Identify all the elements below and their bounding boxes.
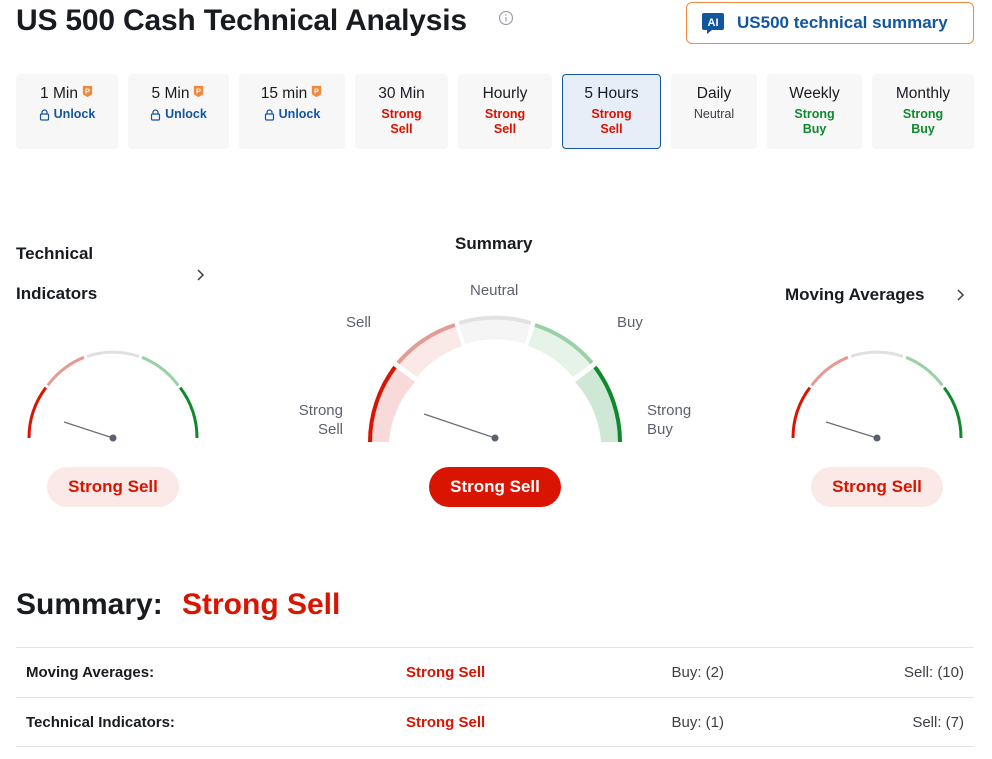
ai-button-label: US500 technical summary [737, 13, 948, 32]
tab-label: 1 Min [40, 85, 78, 102]
tab-monthly[interactable]: Monthly Strong Buy [872, 74, 974, 149]
moving-averages-gauge [791, 350, 963, 442]
tab-weekly[interactable]: Weekly Strong Buy [767, 74, 862, 149]
tab-label: 5 Hours [584, 85, 639, 102]
tab-signal: Strong Sell [381, 107, 422, 136]
tab-5-min[interactable]: 5 Min P Unlock [128, 74, 229, 149]
unlock-link[interactable]: Unlock [39, 107, 95, 122]
tab-label: 15 min [260, 85, 308, 102]
chevron-right-icon[interactable] [195, 268, 205, 282]
label-buy: Buy [617, 314, 643, 331]
tab-5-hours[interactable]: 5 Hours Strong Sell [562, 74, 661, 149]
page-title: US 500 Cash Technical Analysis [16, 4, 467, 37]
row-signal: Strong Sell [406, 664, 486, 681]
label-strong-buy: Strong Buy [647, 402, 692, 438]
ai-badge-icon: AI [702, 13, 724, 34]
tab-signal: Strong Sell [484, 107, 526, 136]
svg-text:P: P [314, 86, 319, 95]
technical-indicators-gauge [27, 350, 199, 442]
chevron-right-icon[interactable] [955, 288, 965, 302]
info-icon[interactable] [498, 10, 514, 26]
table-row: Moving Averages: Strong Sell Buy: (2) Se… [16, 647, 974, 697]
svg-text:P: P [85, 86, 90, 95]
table-row: Technical Indicators: Strong Sell Buy: (… [16, 697, 974, 747]
row-sell-count: Sell: (7) [912, 714, 964, 731]
row-buy-count: Buy: (1) [671, 714, 724, 731]
tab-daily[interactable]: Daily Neutral [671, 74, 757, 149]
row-name: Technical Indicators: [26, 714, 175, 731]
lock-icon [39, 108, 49, 121]
tab-signal: Neutral [693, 107, 735, 121]
svg-text:P: P [196, 86, 201, 95]
tab-hourly[interactable]: Hourly Strong Sell [458, 74, 552, 149]
row-sell-count: Sell: (10) [903, 664, 964, 681]
moving-averages-link[interactable]: Moving Averages [785, 285, 925, 304]
summary-gauge [368, 315, 622, 443]
row-buy-count: Buy: (2) [671, 664, 724, 681]
summary-gauge-result: Strong Sell [429, 467, 561, 507]
pro-icon: P [312, 85, 322, 97]
label-strong-sell: Strong Sell [298, 402, 343, 438]
unlock-link[interactable]: Unlock [150, 107, 207, 122]
tab-30-min[interactable]: 30 Min Strong Sell [355, 74, 448, 149]
row-signal: Strong Sell [406, 714, 486, 731]
tab-label: 5 Min [151, 85, 190, 102]
summary-value: Strong Sell [182, 588, 341, 621]
lock-icon [151, 108, 161, 121]
label-sell: Sell [346, 314, 372, 331]
tab-label: Hourly [482, 85, 528, 102]
row-name: Moving Averages: [26, 664, 155, 681]
label-neutral: Neutral [470, 282, 519, 299]
technical-indicators-link[interactable]: Technical Indicators [16, 244, 98, 303]
tab-label: Monthly [895, 85, 951, 102]
tab-1-min[interactable]: 1 Min P Unlock [16, 74, 118, 149]
ai-technical-summary-button[interactable]: AI US500 technical summary [686, 2, 974, 44]
tab-label: Weekly [789, 85, 840, 102]
tab-signal: Strong Buy [902, 107, 944, 136]
tab-label: Daily [696, 85, 732, 102]
technical-indicators-result: Strong Sell [47, 467, 179, 507]
tab-15-min[interactable]: 15 min P Unlock [239, 74, 345, 149]
summary-gauge-title: Summary [455, 234, 533, 253]
tab-signal: Strong Buy [794, 107, 835, 136]
unlock-link[interactable]: Unlock [264, 107, 320, 122]
svg-text:AI: AI [708, 17, 719, 29]
pro-icon: P [82, 85, 93, 97]
tab-signal: Strong Sell [591, 107, 632, 136]
pro-icon: P [194, 85, 204, 97]
tab-label: 30 Min [378, 85, 425, 102]
lock-icon [264, 108, 274, 121]
moving-averages-result: Strong Sell [811, 467, 943, 507]
summary-heading: Summary: [16, 588, 163, 621]
summary-table: Moving Averages: Strong Sell Buy: (2) Se… [16, 647, 974, 747]
